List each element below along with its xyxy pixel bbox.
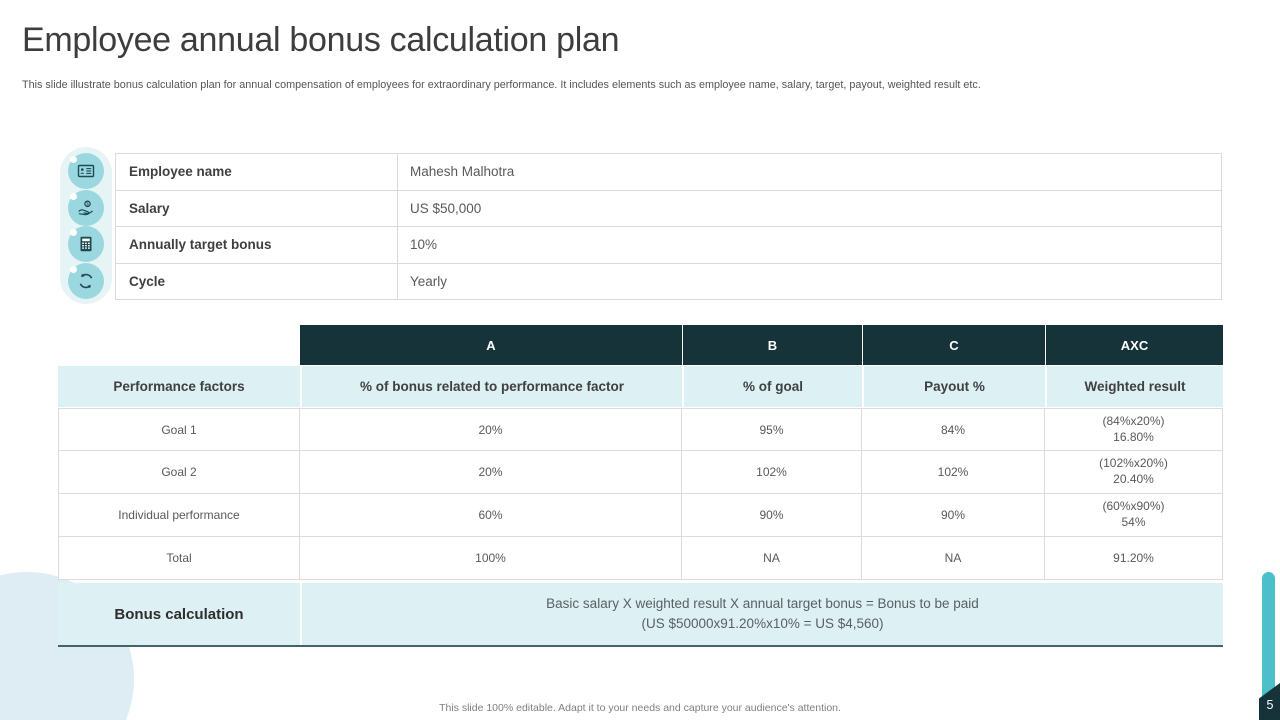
page-title: Employee annual bonus calculation plan: [22, 21, 620, 59]
table-row-individual-performance: Individual performance 60% 90% 90% (60%x…: [58, 494, 1223, 537]
info-label: Cycle: [116, 263, 398, 299]
info-value: Mahesh Malhotra: [410, 164, 515, 180]
weighted-result-cell: 91.20%: [1045, 537, 1223, 580]
weighted-formula: (84%x20%): [1102, 413, 1165, 428]
payout-pct-cell: 102%: [862, 451, 1045, 494]
info-row-cycle: Cycle Yearly: [116, 263, 1221, 300]
formula-header-empty: [58, 325, 300, 365]
weighted-formula: (102%x20%): [1099, 456, 1168, 471]
column-header: Payout %: [862, 366, 1045, 407]
weighted-result-cell: (84%x20%) 16.80%: [1045, 408, 1223, 451]
info-row-target-bonus: Annually target bonus 10%: [116, 227, 1221, 264]
factor-cell: Total: [58, 537, 300, 580]
table-row-goal-2: Goal 2 20% 102% 102% (102%x20%) 20.40%: [58, 451, 1223, 494]
bonus-pct-cell: 20%: [300, 408, 682, 451]
factor-cell: Individual performance: [58, 494, 300, 537]
weighted-value: 54%: [1121, 515, 1146, 529]
factor-cell: Goal 1: [58, 408, 300, 451]
weighted-formula: (60%x90%): [1102, 499, 1165, 514]
formula-header-axc: AXC: [1045, 325, 1223, 365]
id-card-icon: [68, 153, 104, 189]
info-label: Annually target bonus: [116, 227, 398, 263]
info-label: Employee name: [116, 154, 398, 190]
info-label: Salary: [116, 190, 398, 226]
weighted-result-cell: (102%x20%) 20.40%: [1045, 451, 1223, 494]
formula-header-row: A B C AXC: [58, 325, 1223, 365]
goal-pct-cell: NA: [682, 537, 862, 580]
slide-subtitle: This slide illustrate bonus calculation …: [22, 79, 981, 91]
info-row-salary: Salary US $50,000: [116, 190, 1221, 227]
goal-pct-cell: 95%: [682, 408, 862, 451]
info-value: 10%: [410, 237, 438, 253]
info-value: US $50,000: [410, 200, 482, 216]
bonus-calculation-table: A B C AXC Performance factors % of bonus…: [58, 325, 1223, 647]
column-header: Performance factors: [58, 366, 300, 407]
bonus-formula-line2: (US $50000x91.20%x10% = US $4,560): [641, 616, 884, 631]
table-row-goal-1: Goal 1 20% 95% 84% (84%x20%) 16.80%: [58, 408, 1223, 451]
employee-info-table: Employee name Mahesh Malhotra Salary US …: [115, 153, 1222, 300]
bonus-formula-line1: Basic salary X weighted result X annual …: [546, 595, 979, 611]
right-accent-bar: [1262, 572, 1275, 720]
cycle-icon: [68, 263, 104, 299]
salary-hand-icon: $: [68, 190, 104, 226]
bonus-calculation-row: Bonus calculation Basic salary X weighte…: [58, 583, 1223, 647]
goal-pct-cell: 90%: [682, 494, 862, 537]
payout-pct-cell: 84%: [862, 408, 1045, 451]
bonus-pct-cell: 60%: [300, 494, 682, 537]
weighted-value: 16.80%: [1113, 429, 1154, 444]
bonus-calculation-label: Bonus calculation: [58, 583, 300, 645]
payout-pct-cell: NA: [862, 537, 1045, 580]
calculator-icon: [68, 226, 104, 262]
weighted-value: 20.40%: [1113, 472, 1154, 486]
bonus-pct-cell: 100%: [300, 537, 682, 580]
table-row-total: Total 100% NA NA 91.20%: [58, 537, 1223, 580]
column-header: Weighted result: [1045, 366, 1223, 407]
formula-header-b: B: [682, 325, 862, 365]
formula-header-c: C: [862, 325, 1045, 365]
payout-pct-cell: 90%: [862, 494, 1045, 537]
column-header-row: Performance factors % of bonus related t…: [58, 366, 1223, 407]
bonus-calculation-formula: Basic salary X weighted result X annual …: [300, 583, 1223, 645]
bonus-pct-cell: 20%: [300, 451, 682, 494]
svg-text:$: $: [86, 202, 89, 208]
factor-cell: Goal 2: [58, 451, 300, 494]
column-header: % of bonus related to performance factor: [300, 366, 682, 407]
info-value: Yearly: [410, 273, 448, 289]
formula-header-a: A: [300, 325, 682, 365]
info-row-employee-name: Employee name Mahesh Malhotra: [116, 154, 1221, 191]
footer-note: This slide 100% editable. Adapt it to yo…: [439, 702, 841, 714]
goal-pct-cell: 102%: [682, 451, 862, 494]
info-icon-strip: $: [60, 147, 112, 304]
page-number: 5: [1266, 698, 1274, 712]
weighted-result-cell: (60%x90%) 54%: [1045, 494, 1223, 537]
column-header: % of goal: [682, 366, 862, 407]
